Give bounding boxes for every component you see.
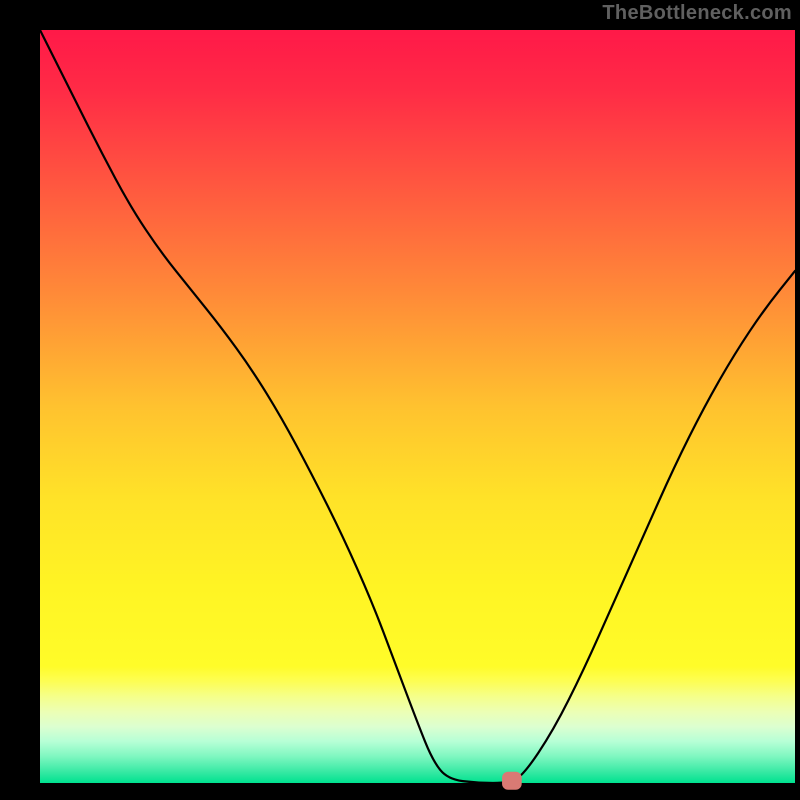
bottleneck-curve-chart bbox=[0, 0, 800, 800]
chart-root: TheBottleneck.com bbox=[0, 0, 800, 800]
watermark-text: TheBottleneck.com bbox=[602, 2, 792, 25]
plot-background bbox=[40, 30, 795, 783]
current-point-marker bbox=[502, 772, 522, 790]
